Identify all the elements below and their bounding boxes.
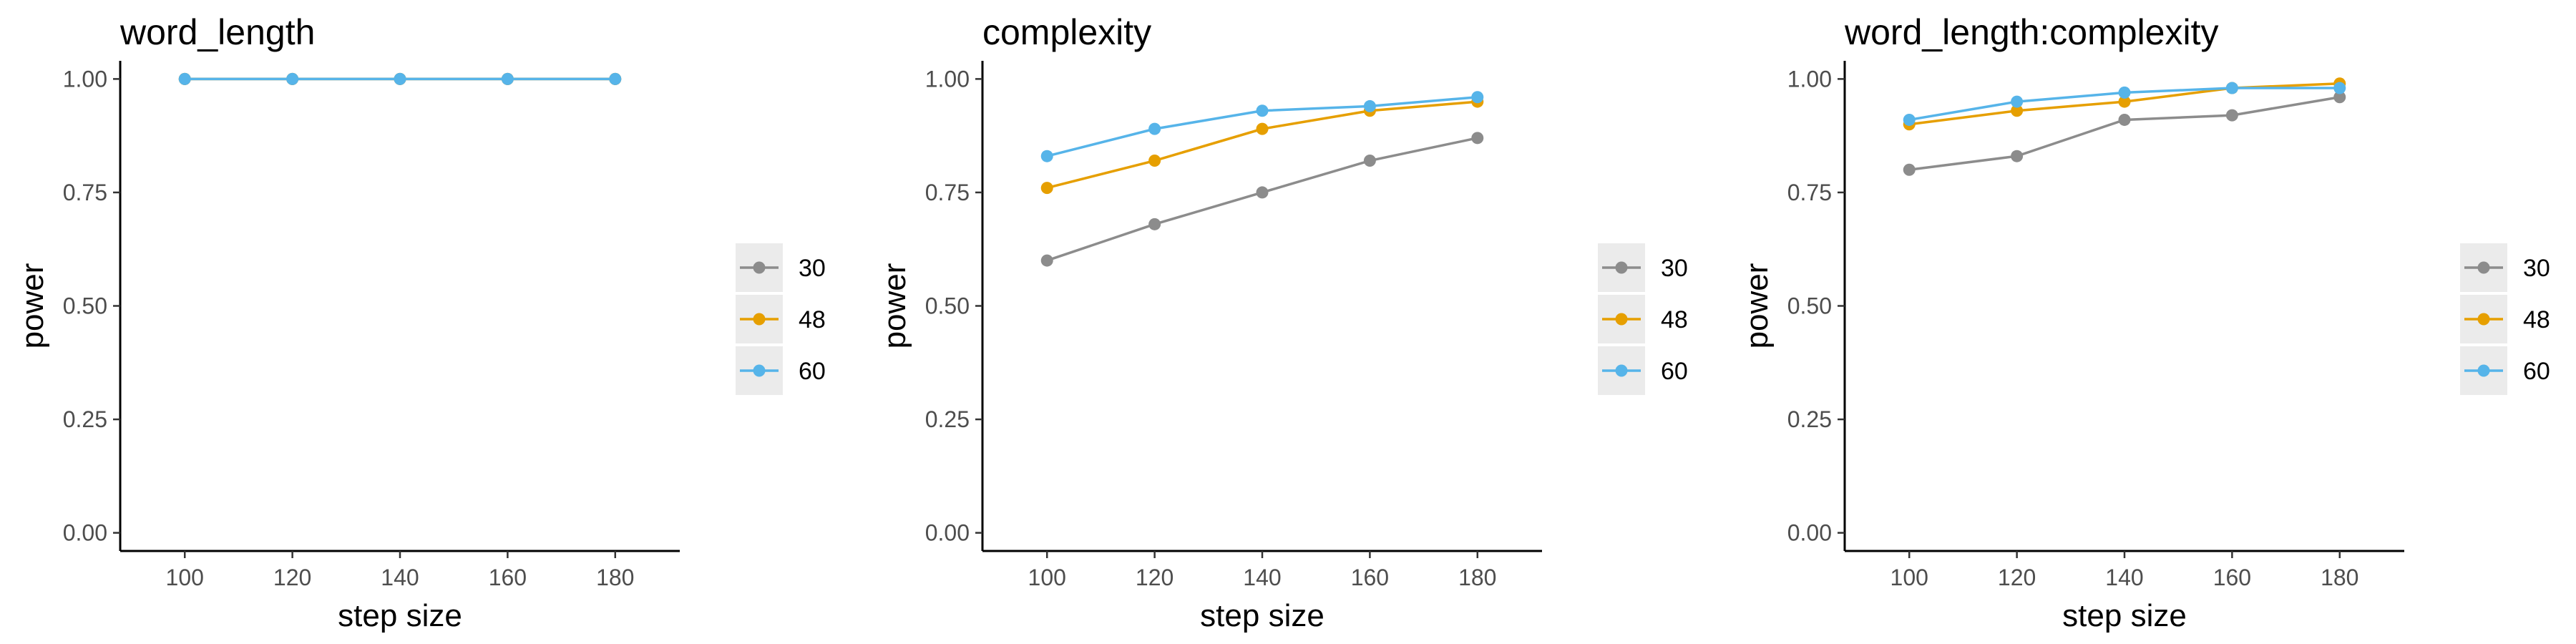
x-tick-label: 120 (273, 565, 311, 590)
y-tick-label: 0.50 (63, 293, 107, 319)
data-point-48 (1040, 182, 1053, 195)
panel-1: word_length 0.00 0.25 0.50 0.75 1.00 100 120 140… (15, 12, 826, 633)
data-point-30 (2118, 113, 2131, 126)
data-point-30 (1363, 155, 1376, 167)
data-point-60 (286, 72, 299, 85)
x-axis-label: step size (338, 598, 462, 633)
x-tick-label: 140 (2105, 565, 2143, 590)
y-tick-label: 0.75 (63, 180, 107, 205)
data-point-60 (1256, 104, 1269, 117)
data-point-60 (394, 72, 406, 85)
y-tick-label: 0.00 (63, 520, 107, 546)
y-tick-label: 1.00 (63, 66, 107, 92)
x-axis-label: step size (1200, 598, 1324, 633)
x-tick-label: 160 (489, 565, 527, 590)
data-point-30 (2333, 91, 2346, 104)
legend-key-point (2477, 313, 2490, 326)
legend-key-point (753, 261, 766, 274)
data-point-60 (1363, 99, 1376, 112)
y-tick-label: 0.50 (925, 293, 970, 319)
x-tick-label: 180 (1458, 565, 1496, 590)
x-tick-label: 120 (1136, 565, 1174, 590)
data-point-60 (1903, 113, 1916, 126)
x-tick-label: 160 (2213, 565, 2251, 590)
panel-title: word_length:complexity (1844, 12, 2219, 52)
y-axis-label: power (877, 263, 912, 349)
data-point-48 (2118, 95, 2131, 108)
data-point-60 (2118, 86, 2131, 99)
data-point-30 (1903, 163, 1916, 176)
panel-2: complexity 0.00 0.25 0.50 0.75 1.00 100 120 140 1… (877, 12, 1688, 633)
x-tick-label: 180 (596, 565, 634, 590)
y-tick-label: 1.00 (1787, 66, 1832, 92)
legend-label: 48 (1661, 306, 1688, 333)
legend-label: 48 (2523, 306, 2550, 333)
y-tick-label: 0.75 (1787, 180, 1832, 205)
legend-key-point (1615, 313, 1628, 326)
data-point-48 (1148, 155, 1161, 167)
data-point-30 (2011, 150, 2024, 162)
data-point-48 (1256, 122, 1269, 135)
data-point-30 (1040, 254, 1053, 267)
y-axis-label: power (15, 263, 50, 349)
y-tick-label: 0.25 (1787, 406, 1832, 432)
panel-title: complexity (982, 12, 1151, 52)
legend-key-point (2477, 261, 2490, 274)
data-point-60 (1148, 122, 1161, 135)
x-tick-label: 100 (1028, 565, 1066, 590)
x-tick-label: 180 (2321, 565, 2358, 590)
data-point-30 (1256, 186, 1269, 199)
y-tick-label: 0.25 (925, 406, 970, 432)
data-point-48 (2011, 104, 2024, 117)
series-line-30 (1046, 137, 1478, 262)
legend-key-point (2477, 364, 2490, 377)
legend-label: 30 (2523, 255, 2550, 282)
x-tick-label: 140 (1243, 565, 1281, 590)
legend-label: 30 (1661, 255, 1688, 282)
data-point-30 (2225, 109, 2238, 122)
legend-label: 60 (799, 358, 826, 385)
data-point-30 (1471, 132, 1484, 145)
x-tick-label: 160 (1351, 565, 1389, 590)
data-point-30 (1148, 218, 1161, 230)
x-tick-label: 120 (1998, 565, 2036, 590)
x-tick-label: 100 (166, 565, 204, 590)
legend-key-point (1615, 364, 1628, 377)
legend-label: 48 (799, 306, 826, 333)
data-point-60 (1471, 91, 1484, 104)
data-point-60 (1040, 150, 1053, 162)
panel-3: word_length:complexity 0.00 0.25 0.50 0.75 1.… (1740, 12, 2550, 633)
y-tick-label: 1.00 (925, 66, 970, 92)
y-axis-label: power (1740, 263, 1775, 349)
x-axis-label: step size (2062, 598, 2187, 633)
y-tick-label: 0.00 (925, 520, 970, 546)
legend-key-point (753, 364, 766, 377)
data-point-60 (2225, 82, 2238, 94)
legend-label: 60 (2523, 358, 2550, 385)
x-tick-label: 100 (1890, 565, 1928, 590)
legend-key-point (753, 313, 766, 326)
data-point-60 (2333, 82, 2346, 94)
data-point-60 (178, 72, 191, 85)
y-tick-label: 0.75 (925, 180, 970, 205)
y-tick-label: 0.00 (1787, 520, 1832, 546)
x-tick-label: 140 (381, 565, 419, 590)
y-tick-label: 0.50 (1787, 293, 1832, 319)
legend-label: 60 (1661, 358, 1688, 385)
legend-key-point (1615, 261, 1628, 274)
y-tick-label: 0.25 (63, 406, 107, 432)
data-point-60 (501, 72, 514, 85)
legend-label: 30 (799, 255, 826, 282)
data-point-60 (2011, 95, 2024, 108)
data-point-60 (609, 72, 622, 85)
panel-title: word_length (119, 12, 315, 52)
